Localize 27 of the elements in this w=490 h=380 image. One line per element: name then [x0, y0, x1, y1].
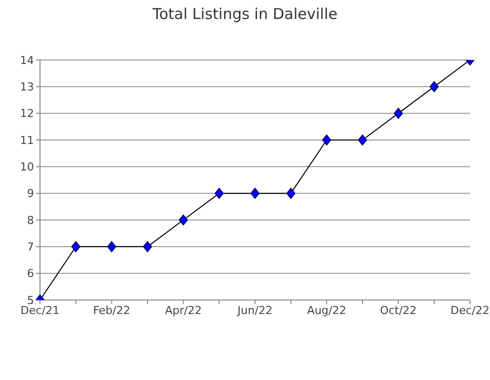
y-tick-label: 14	[20, 54, 34, 67]
chart-title: Total Listings in Daleville	[152, 5, 338, 23]
x-tick-label: Dec/22	[450, 304, 490, 317]
y-tick-label: 6	[27, 267, 34, 280]
point	[178, 214, 188, 226]
point	[394, 108, 403, 119]
y-tick-label: 8	[27, 214, 34, 227]
y-tick-label: 7	[27, 240, 34, 254]
point	[250, 188, 260, 199]
point	[143, 241, 152, 252]
y-tick-label: 11	[20, 134, 34, 147]
point	[214, 188, 224, 199]
point	[430, 81, 439, 92]
point	[286, 188, 296, 199]
y-tick-label: 12	[20, 107, 34, 120]
x-tick-label: Aug/22	[307, 304, 346, 317]
point	[322, 134, 332, 146]
y-tick-label: 9	[27, 187, 34, 200]
x-tick-label: Oct/22	[380, 304, 417, 317]
y-tick-label: 10	[20, 160, 34, 174]
x-tick-label: Jun/22	[236, 304, 272, 317]
x-tick-label: Apr/22	[164, 304, 202, 317]
point	[358, 134, 367, 146]
point	[71, 241, 80, 252]
y-tick-label: 13	[20, 80, 34, 94]
point	[107, 241, 116, 252]
x-tick-label: Feb/22	[93, 304, 130, 317]
